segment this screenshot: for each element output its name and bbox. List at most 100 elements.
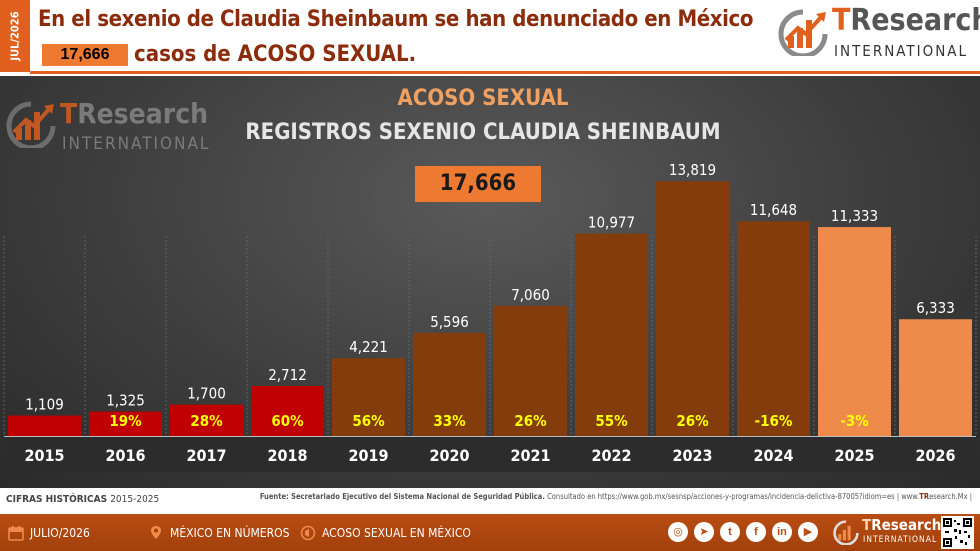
footer-logo-t: T (862, 516, 872, 534)
footer: JULIO/2026 MÉXICO EN NÚMEROS ACOSO SEXUA… (0, 514, 980, 551)
youtube-icon[interactable]: ▶ (798, 522, 818, 542)
source-url[interactable]: Consultado en https://www.gob.mx/sesnsp/… (544, 492, 920, 501)
x-tick-label-2026: 2026 (915, 446, 955, 465)
bar-2015 (8, 415, 81, 436)
watermark-tagline: INTERNATIONAL (62, 134, 211, 154)
bar-2016 (89, 411, 162, 436)
pct-change-label-2019: 56% (352, 412, 385, 430)
x-tick-label-2018: 2018 (267, 446, 307, 465)
bar-2022 (575, 233, 648, 436)
twitter-icon[interactable]: t (720, 522, 740, 542)
source-prefix: Fuente: Secretariado Ejecutivo del Siste… (259, 492, 545, 501)
headline-count-badge: 17,666 (42, 44, 128, 66)
footer-topic[interactable]: ACOSO SEXUAL EN MÉXICO (300, 525, 471, 541)
qr-code-icon (943, 518, 972, 547)
value-label-2017: 1,700 (187, 385, 226, 403)
footer-logo-tagline: INTERNATIONAL (863, 535, 938, 545)
bar-2018 (251, 385, 324, 436)
date-strip: JUL/2026 (0, 0, 30, 72)
pct-change-label-2017: 28% (190, 412, 223, 430)
pct-change-label-2020: 33% (433, 412, 466, 430)
header-divider (30, 71, 980, 74)
historic-label-text: CIFRAS HISTÓRICAS (6, 494, 108, 505)
value-label-2020: 5,596 (430, 313, 469, 331)
linkedin-icon[interactable]: in (772, 522, 792, 542)
value-label-2019: 4,221 (349, 338, 388, 356)
value-label-2023: 13,819 (669, 161, 716, 179)
pct-change-label-2023: 26% (676, 412, 709, 430)
watermark-t: T (60, 97, 78, 130)
bar-2026 (899, 319, 972, 436)
historic-years: 2015-2025 (110, 494, 160, 505)
value-label-2021: 7,060 (511, 286, 550, 304)
headline-line1: En el sexenio de Claudia Sheinbaum se ha… (38, 7, 754, 32)
footer-topic-label: ACOSO SEXUAL EN MÉXICO (322, 526, 471, 540)
pct-change-label-2018: 60% (271, 412, 304, 430)
source-bar: CIFRAS HISTÓRICAS 2015-2025 Fuente: Secr… (0, 488, 980, 514)
bar-chart: 1,109 2015 1,325 19% 2016 1,700 28% 2017 2,712 60… (3, 161, 977, 472)
x-tick-label-2023: 2023 (672, 446, 712, 465)
logo-research: Research (850, 3, 980, 38)
logo-mark-icon (833, 520, 859, 545)
chart-panel: 1,109 2015 1,325 19% 2016 1,700 28% 2017 2,712 60… (0, 76, 980, 488)
footer-date[interactable]: JULIO/2026 (8, 525, 90, 541)
brand-logo-footer[interactable]: TResearch INTERNATIONAL (832, 516, 941, 549)
x-tick-label-2022: 2022 (591, 446, 631, 465)
x-tick-label-2016: 2016 (105, 446, 145, 465)
qr-code[interactable] (941, 516, 974, 549)
date-label: JUL/2026 (8, 11, 22, 61)
x-tick-label-2015: 2015 (24, 446, 64, 465)
logo-mark-icon (6, 101, 56, 148)
x-tick-label-2019: 2019 (348, 446, 388, 465)
bar-2023 (656, 181, 729, 436)
x-tick-label-2024: 2024 (753, 446, 793, 465)
brand-logo-watermark: TResearch INTERNATIONAL (4, 96, 208, 158)
pct-change-label-2022: 55% (595, 412, 628, 430)
logo-mark-icon (778, 9, 828, 56)
value-label-2018: 2,712 (268, 366, 307, 384)
facebook-icon[interactable]: f (746, 522, 766, 542)
value-label-2025: 11,333 (831, 207, 878, 225)
watermark-research: Research (77, 97, 209, 130)
value-label-2022: 10,977 (588, 214, 635, 232)
chart-subtitle: REGISTROS SEXENIO CLAUDIA SHEINBAUM (245, 120, 721, 145)
chart-title: ACOSO SEXUAL (397, 86, 569, 111)
megaphone-icon (300, 525, 316, 541)
bar-2020 (413, 332, 486, 436)
bar-2024 (737, 221, 810, 436)
map-pin-icon (151, 526, 161, 539)
telegram-icon[interactable]: ➤ (694, 522, 714, 542)
source-brand-rest: esearch.Mx | (929, 492, 972, 501)
x-tick-label-2021: 2021 (510, 446, 550, 465)
footer-section[interactable]: MÉXICO EN NÚMEROS (148, 525, 289, 541)
bar-2025 (818, 227, 891, 436)
source-citation: Fuente: Secretariado Ejecutivo del Siste… (260, 492, 972, 501)
source-brand-tr: TR (919, 492, 930, 501)
pct-change-label-2024: -16% (755, 412, 793, 430)
total-badge: 17,666 (415, 166, 541, 202)
x-tick-label-2017: 2017 (186, 446, 226, 465)
historic-label: CIFRAS HISTÓRICAS 2015-2025 (6, 494, 159, 505)
bar-2021 (494, 305, 567, 436)
brand-logo-header[interactable]: TResearch INTERNATIONAL (776, 3, 980, 66)
footer-section-label: MÉXICO EN NÚMEROS (170, 526, 290, 540)
footer-logo-research: Research (871, 516, 942, 534)
x-axis-band (4, 436, 976, 472)
x-tick-label-2025: 2025 (834, 446, 874, 465)
value-label-2024: 11,648 (750, 201, 797, 219)
bar-2017 (170, 404, 243, 436)
instagram-icon[interactable]: ◎ (668, 522, 688, 542)
pct-change-label-2016: 19% (109, 412, 142, 430)
footer-date-label: JULIO/2026 (30, 526, 90, 540)
calendar-icon (8, 526, 24, 541)
logo-tagline: INTERNATIONAL (834, 42, 969, 60)
logo-t: T (832, 3, 851, 38)
value-label-2016: 1,325 (106, 392, 145, 410)
x-tick-label-2020: 2020 (429, 446, 469, 465)
pct-change-label-2021: 26% (514, 412, 547, 430)
value-label-2015: 1,109 (25, 396, 64, 414)
value-label-2026: 6,333 (916, 299, 955, 317)
bar-2019 (332, 358, 405, 436)
pct-change-label-2025: -3% (840, 412, 869, 430)
header: JUL/2026 En el sexenio de Claudia Sheinb… (0, 0, 980, 76)
